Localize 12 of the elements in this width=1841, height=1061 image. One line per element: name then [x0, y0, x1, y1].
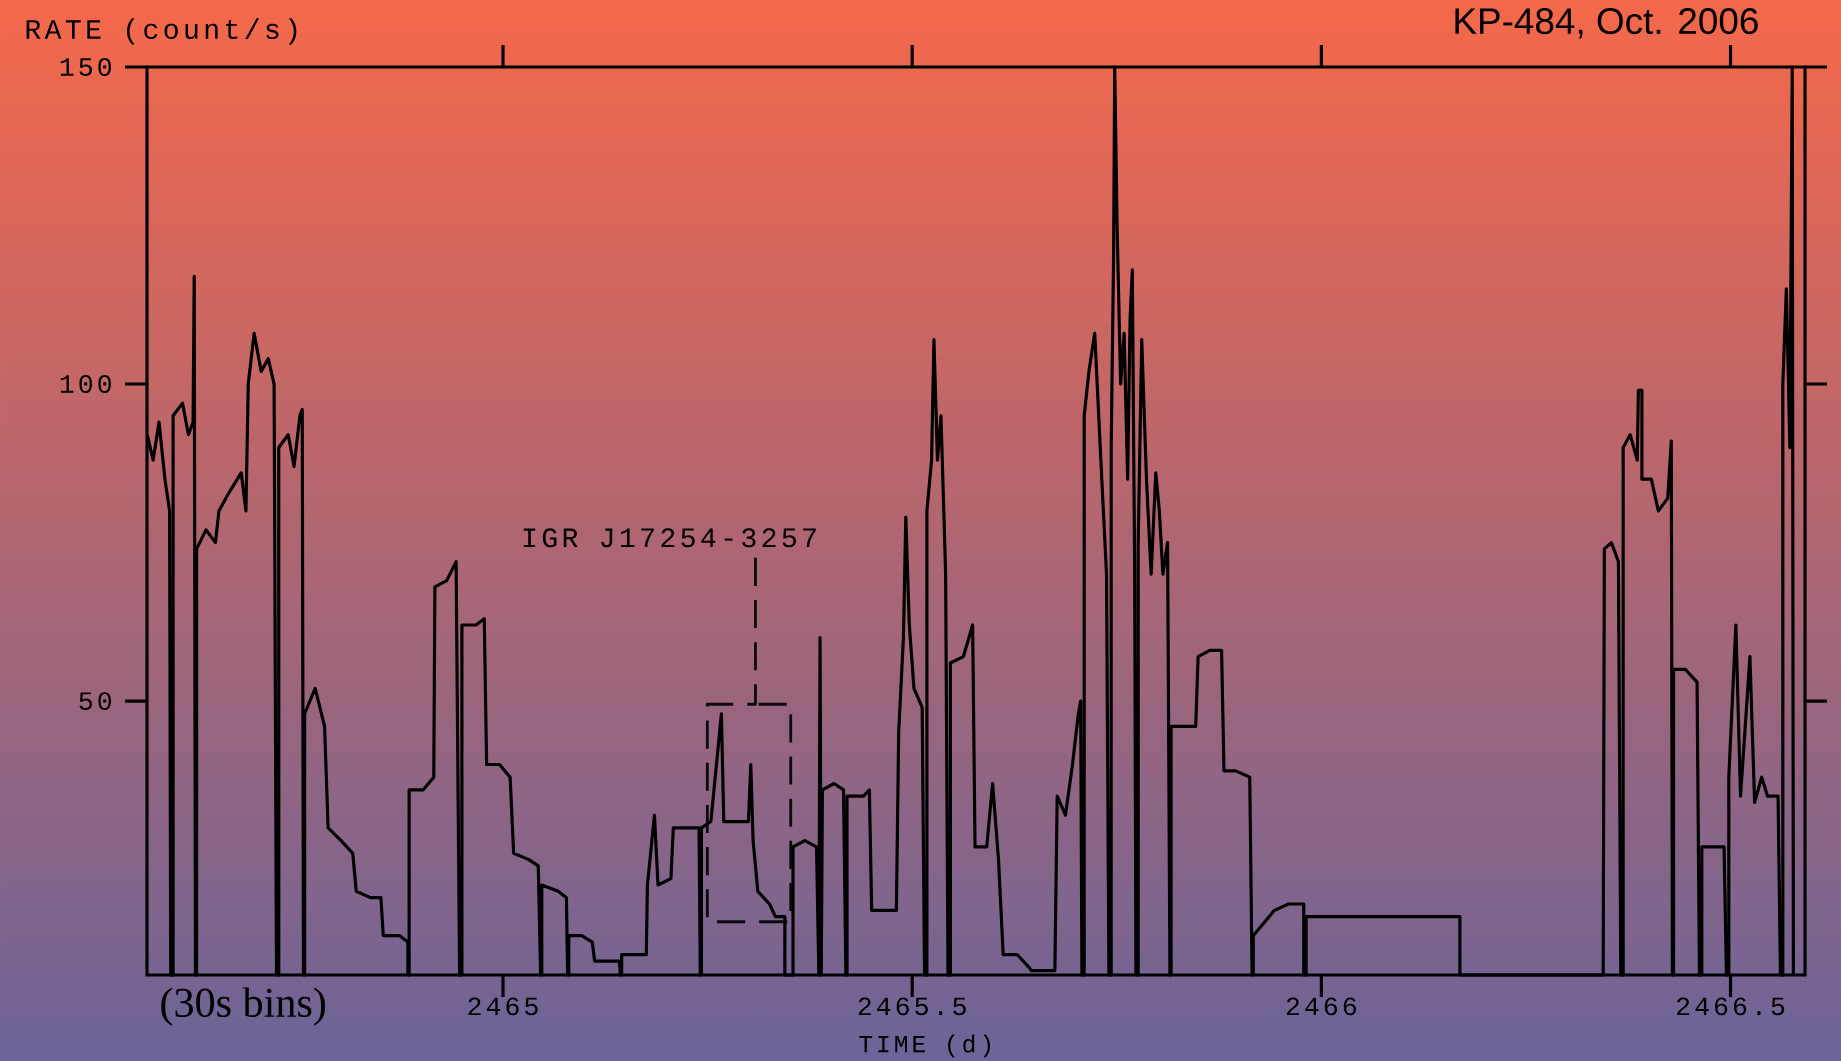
y-tick-label: 150	[60, 58, 111, 76]
y-axis-title: RATE (count/s)	[26, 18, 297, 45]
x-tick-label: 2466	[1286, 997, 1356, 1016]
y-tick-label: 100	[60, 375, 111, 394]
annotation: IGR J17254-3257	[523, 528, 816, 548]
x-tick-label: 2466.5	[1677, 997, 1785, 1016]
text: (30s bins)	[161, 987, 326, 1026]
x-tick-label: 2465.5	[858, 997, 966, 1016]
y-tick-label: 50	[79, 692, 111, 711]
chart-title: KP-484, Oct. 2006	[1455, 8, 1758, 39]
x-tick-label: 2465	[468, 997, 538, 1016]
x-axis-title: TIME (d)	[859, 1034, 991, 1058]
